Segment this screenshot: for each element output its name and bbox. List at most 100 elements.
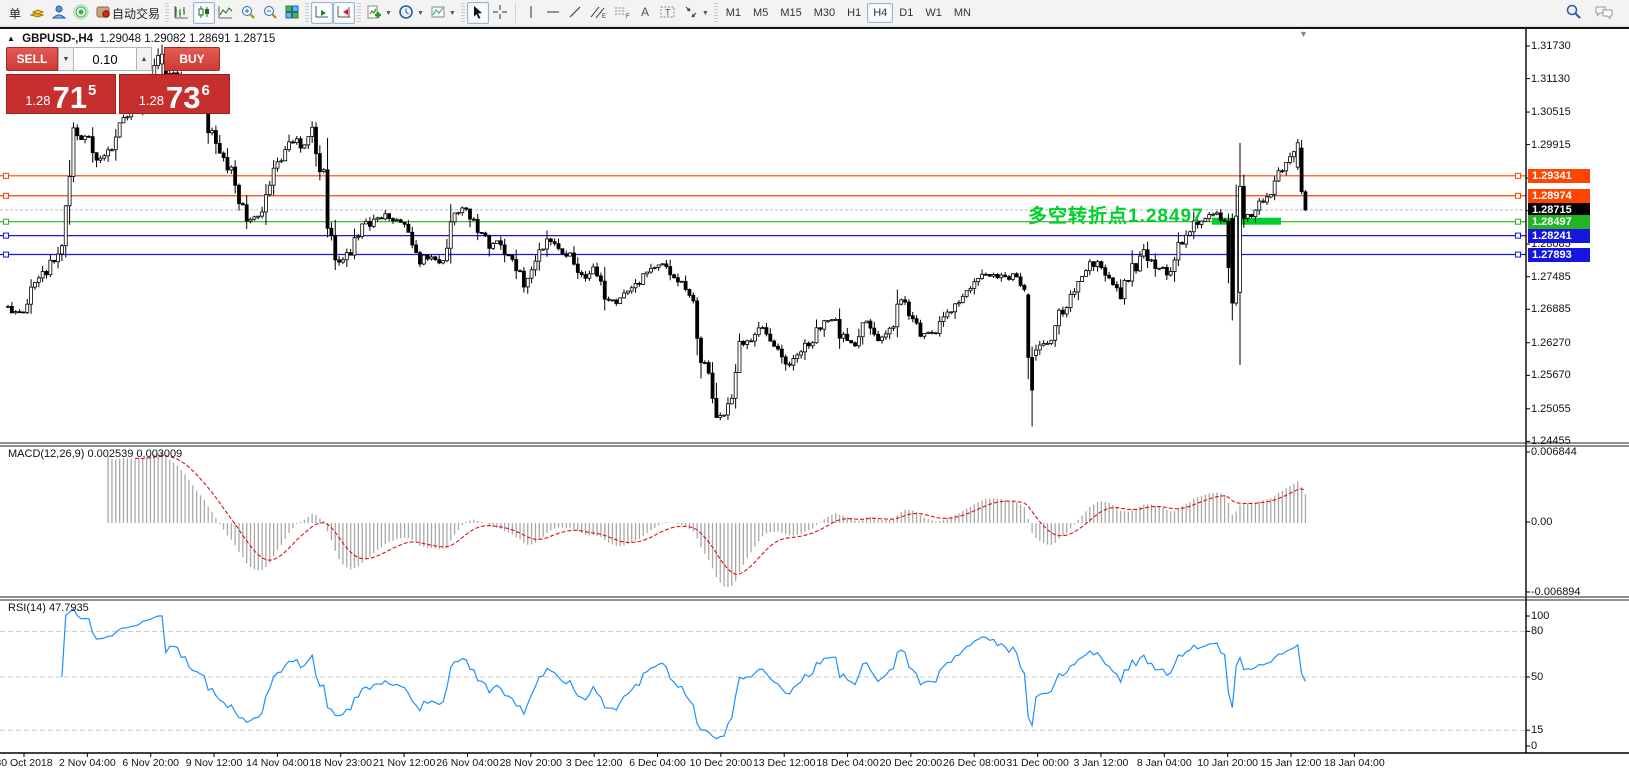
timeframe-button-mn[interactable]: MN — [948, 3, 977, 23]
search-button[interactable] — [1562, 2, 1585, 24]
autotrading-stop-icon — [95, 4, 111, 23]
time-axis-label: 28 Nov 20:00 — [499, 757, 563, 769]
sell-quote-tile[interactable]: 1.28 71 5 — [6, 74, 116, 114]
text-label-button[interactable]: T — [656, 2, 680, 24]
toolbar-grip — [357, 3, 362, 23]
price-line-label: 1.28715 — [1528, 202, 1590, 217]
equidistant-channel-button[interactable]: E — [586, 2, 610, 24]
cursor-button[interactable] — [466, 2, 489, 24]
line-handle — [1515, 232, 1521, 239]
text-button[interactable]: A — [634, 2, 656, 24]
time-axis-label: 14 Nov 04:00 — [246, 757, 309, 769]
timeframe-button-m5[interactable]: M5 — [747, 3, 774, 23]
volume-increase-button[interactable]: ▲ — [136, 47, 152, 71]
tile-windows-button[interactable] — [281, 2, 303, 24]
vertical-line-icon — [524, 4, 538, 23]
chart-annotation-text[interactable]: 多空转折点1.28497 — [1028, 206, 1204, 227]
trendline-button[interactable] — [564, 2, 586, 24]
macd-axis-tick: 0.006844 — [1531, 446, 1577, 458]
chart-title: ▲ GBPUSD-,H4 1.29048 1.29082 1.28691 1.2… — [7, 33, 275, 45]
price-axis-tick: 1.24455 — [1531, 435, 1571, 448]
zoom-in-button[interactable] — [237, 2, 259, 24]
rsi-indicator — [0, 608, 1526, 740]
candlestick-chart-button[interactable] — [193, 2, 216, 24]
timeframe-button-h4[interactable]: H4 — [867, 3, 894, 23]
price-shift-marker-icon[interactable]: ▼ — [1299, 29, 1308, 39]
signals-sonar-icon — [73, 4, 89, 23]
price-axis-tick: 1.30515 — [1531, 106, 1571, 119]
rsi-line — [61, 608, 1307, 740]
horizontal-line-icon — [545, 4, 561, 23]
price-axis-tick: 1.26270 — [1531, 336, 1571, 349]
fibonacci-button[interactable]: F — [610, 2, 634, 24]
buy-price-big: 73 — [166, 80, 201, 115]
search-icon — [1565, 3, 1582, 23]
sell-price-big: 71 — [52, 80, 87, 115]
templates-icon — [430, 4, 446, 23]
macd-axis-tick: 0.00 — [1531, 516, 1553, 528]
buy-quote-tile[interactable]: 1.28 73 6 — [118, 74, 230, 115]
price-axis-tick: 1.31730 — [1531, 40, 1571, 52]
indicators-button[interactable]: ▼ — [363, 2, 395, 24]
signals-button[interactable] — [70, 2, 92, 24]
rsi-axis-tick: 50 — [1531, 671, 1544, 683]
timeframe-button-m30[interactable]: M30 — [808, 3, 841, 23]
templates-button[interactable]: ▼ — [427, 2, 459, 24]
timeframe-button-m1[interactable]: M1 — [720, 3, 747, 23]
time-axis-label: 10 Dec 20:00 — [689, 757, 753, 769]
volume-decrease-button[interactable]: ▼ — [58, 47, 74, 71]
buy-button[interactable]: BUY — [164, 47, 220, 71]
highlight-segment[interactable] — [1212, 217, 1281, 225]
line-handle — [1515, 192, 1521, 199]
crosshair-button[interactable] — [489, 2, 511, 24]
line-handle — [3, 232, 9, 239]
time-axis-label: 20 Dec 20:00 — [879, 757, 943, 769]
auto-scroll-button[interactable] — [311, 2, 334, 24]
dropdown-arrow-icon: ▼ — [385, 9, 392, 17]
community-person-icon — [51, 4, 67, 23]
timeframe-button-m15[interactable]: M15 — [774, 3, 807, 23]
bar-chart-button[interactable] — [171, 2, 193, 24]
periods-button[interactable]: ▼ — [395, 2, 427, 24]
line-chart-button[interactable] — [215, 2, 237, 24]
time-axis-label: 10 Jan 20:00 — [1197, 757, 1258, 769]
time-axis-label: 13 Dec 12:00 — [752, 757, 816, 769]
new-order-button[interactable]: 单 — [4, 2, 26, 24]
price-axis-tick: 1.25055 — [1531, 402, 1571, 415]
horizontal-line-button[interactable] — [542, 2, 564, 24]
channel-icon: E — [589, 4, 607, 23]
chart-shift-icon — [336, 4, 352, 23]
price-axis-tick: 1.26885 — [1531, 303, 1571, 316]
time-axis-label: 3 Dec 12:00 — [565, 757, 623, 769]
toolbar-grip — [165, 3, 170, 23]
dropdown-arrow-icon: ▼ — [416, 9, 424, 17]
line-handle — [1515, 172, 1521, 179]
community-button[interactable] — [48, 2, 70, 24]
autotrading-button[interactable]: 自动交易 — [92, 2, 163, 24]
horizontal-level-lines[interactable] — [0, 172, 1526, 258]
toolbar-right-group — [1562, 2, 1625, 24]
chart-shift-button[interactable] — [333, 2, 356, 24]
timeframe-button-h1[interactable]: H1 — [841, 3, 867, 23]
chat-button[interactable] — [1591, 2, 1617, 24]
market-watch-button[interactable] — [26, 2, 48, 24]
vertical-line-button[interactable] — [520, 2, 542, 24]
sell-button[interactable]: SELL — [6, 47, 58, 71]
timeframe-button-w1[interactable]: W1 — [919, 3, 948, 23]
zoom-out-button[interactable] — [259, 2, 281, 24]
volume-input[interactable] — [74, 47, 136, 71]
symbol-period-label: GBPUSD-,H4 — [22, 33, 94, 45]
arrows-button[interactable]: ▼ — [680, 2, 712, 24]
time-axis-label: 21 Nov 12:00 — [372, 757, 436, 769]
sell-price-small: 1.28 — [25, 93, 51, 108]
timeframe-button-d1[interactable]: D1 — [893, 3, 919, 23]
indicators-add-icon — [366, 4, 382, 23]
price-axis-tick: 1.29915 — [1531, 138, 1571, 151]
time-axis-label: 31 Dec 00:00 — [1006, 757, 1069, 769]
rsi-axis-tick: 15 — [1531, 724, 1544, 737]
rsi-header: RSI(14) 47.7935 — [8, 602, 89, 614]
new-order-label: 单 — [8, 6, 21, 21]
time-axis-label: 18 Nov 23:00 — [309, 757, 372, 769]
macd-signal-line — [135, 454, 1306, 575]
